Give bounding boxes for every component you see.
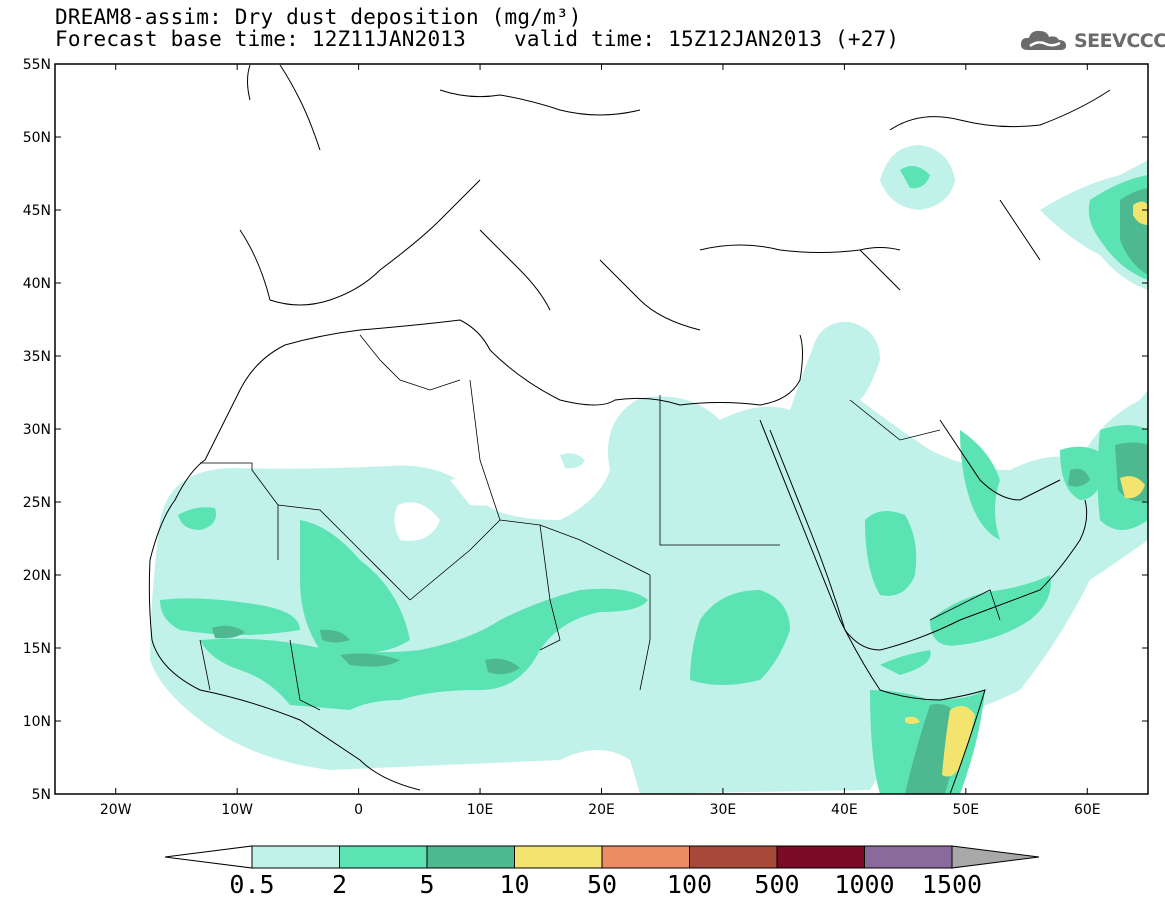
colorbar-label: 100	[666, 870, 713, 899]
colorbar-over-triangle	[951, 845, 1040, 869]
colorbar-label: 0.5	[229, 870, 275, 899]
lat-tick-label: 20N	[23, 568, 51, 584]
lat-tick-label: 15N	[23, 641, 51, 657]
lon-tick-label: 60E	[1074, 802, 1101, 818]
lon-tick-label: 40E	[831, 802, 858, 818]
colorbar-segment	[864, 845, 953, 869]
seevccc-logo: SEEVCCC	[1018, 26, 1165, 56]
lat-tick-label: 5N	[32, 787, 51, 803]
lat-tick-label: 55N	[23, 57, 51, 73]
colorbar-segment	[601, 845, 690, 869]
colorbar-label: 2	[331, 870, 348, 899]
country-borders	[199, 334, 1001, 711]
lat-tick-label: 35N	[23, 349, 51, 365]
map-title: DREAM8-assim: Dry dust deposition (mg/m³…	[55, 6, 899, 50]
colorbar-label: 1500	[921, 870, 983, 899]
lat-tick-label: 30N	[23, 422, 51, 438]
lat-tick-label: 50N	[23, 130, 51, 146]
valid-time: valid time: 15Z12JAN2013 (+27)	[513, 27, 900, 51]
lon-tick-label: 10E	[467, 802, 494, 818]
colorbar-label: 5	[419, 870, 435, 899]
lon-tick-label: 0	[354, 802, 363, 818]
colorbar-under-triangle	[164, 845, 253, 869]
colorbar-segment	[251, 845, 340, 869]
dust-field	[150, 145, 1148, 794]
colorbar	[164, 845, 1040, 869]
longitude-axis: 20W 10W 0 10E 20E 30E 40E 50E 60E	[100, 64, 1101, 818]
lon-tick-label: 10W	[221, 802, 253, 818]
forecast-base-time: Forecast base time: 12Z11JAN2013	[55, 27, 466, 51]
lon-tick-label: 20E	[588, 802, 615, 818]
cloud-icon	[1020, 30, 1066, 50]
title-line-1: DREAM8-assim: Dry dust deposition (mg/m³…	[55, 5, 582, 29]
lat-tick-label: 25N	[23, 495, 51, 511]
lon-tick-label: 30E	[710, 802, 737, 818]
colorbar-label: 10	[499, 870, 530, 899]
lat-tick-label: 40N	[23, 276, 51, 292]
dust-level-medium	[160, 166, 1148, 794]
dust-level-yellow	[905, 201, 1148, 777]
colorbar-label: 500	[754, 870, 800, 899]
logo-text: SEEVCCC	[1074, 30, 1165, 52]
coastlines	[148, 64, 1111, 794]
lat-tick-label: 45N	[23, 203, 51, 219]
colorbar-segment	[689, 845, 778, 869]
latitude-axis: 55N 50N 45N 40N 35N 30N 25N 20N 15N 10N 5N	[23, 57, 1148, 803]
title-line-2: Forecast base time: 12Z11JAN2013 valid ti…	[55, 28, 899, 50]
lon-tick-label: 50E	[952, 802, 979, 818]
colorbar-segment	[514, 845, 603, 869]
colorbar-segment	[426, 845, 515, 869]
lon-tick-label: 20W	[100, 802, 132, 818]
colorbar-segment	[776, 845, 865, 869]
colorbar-segment	[339, 845, 428, 869]
colorbar-label: 1000	[834, 870, 895, 899]
lat-tick-label: 10N	[23, 714, 51, 730]
colorbar-label: 50	[586, 870, 618, 899]
